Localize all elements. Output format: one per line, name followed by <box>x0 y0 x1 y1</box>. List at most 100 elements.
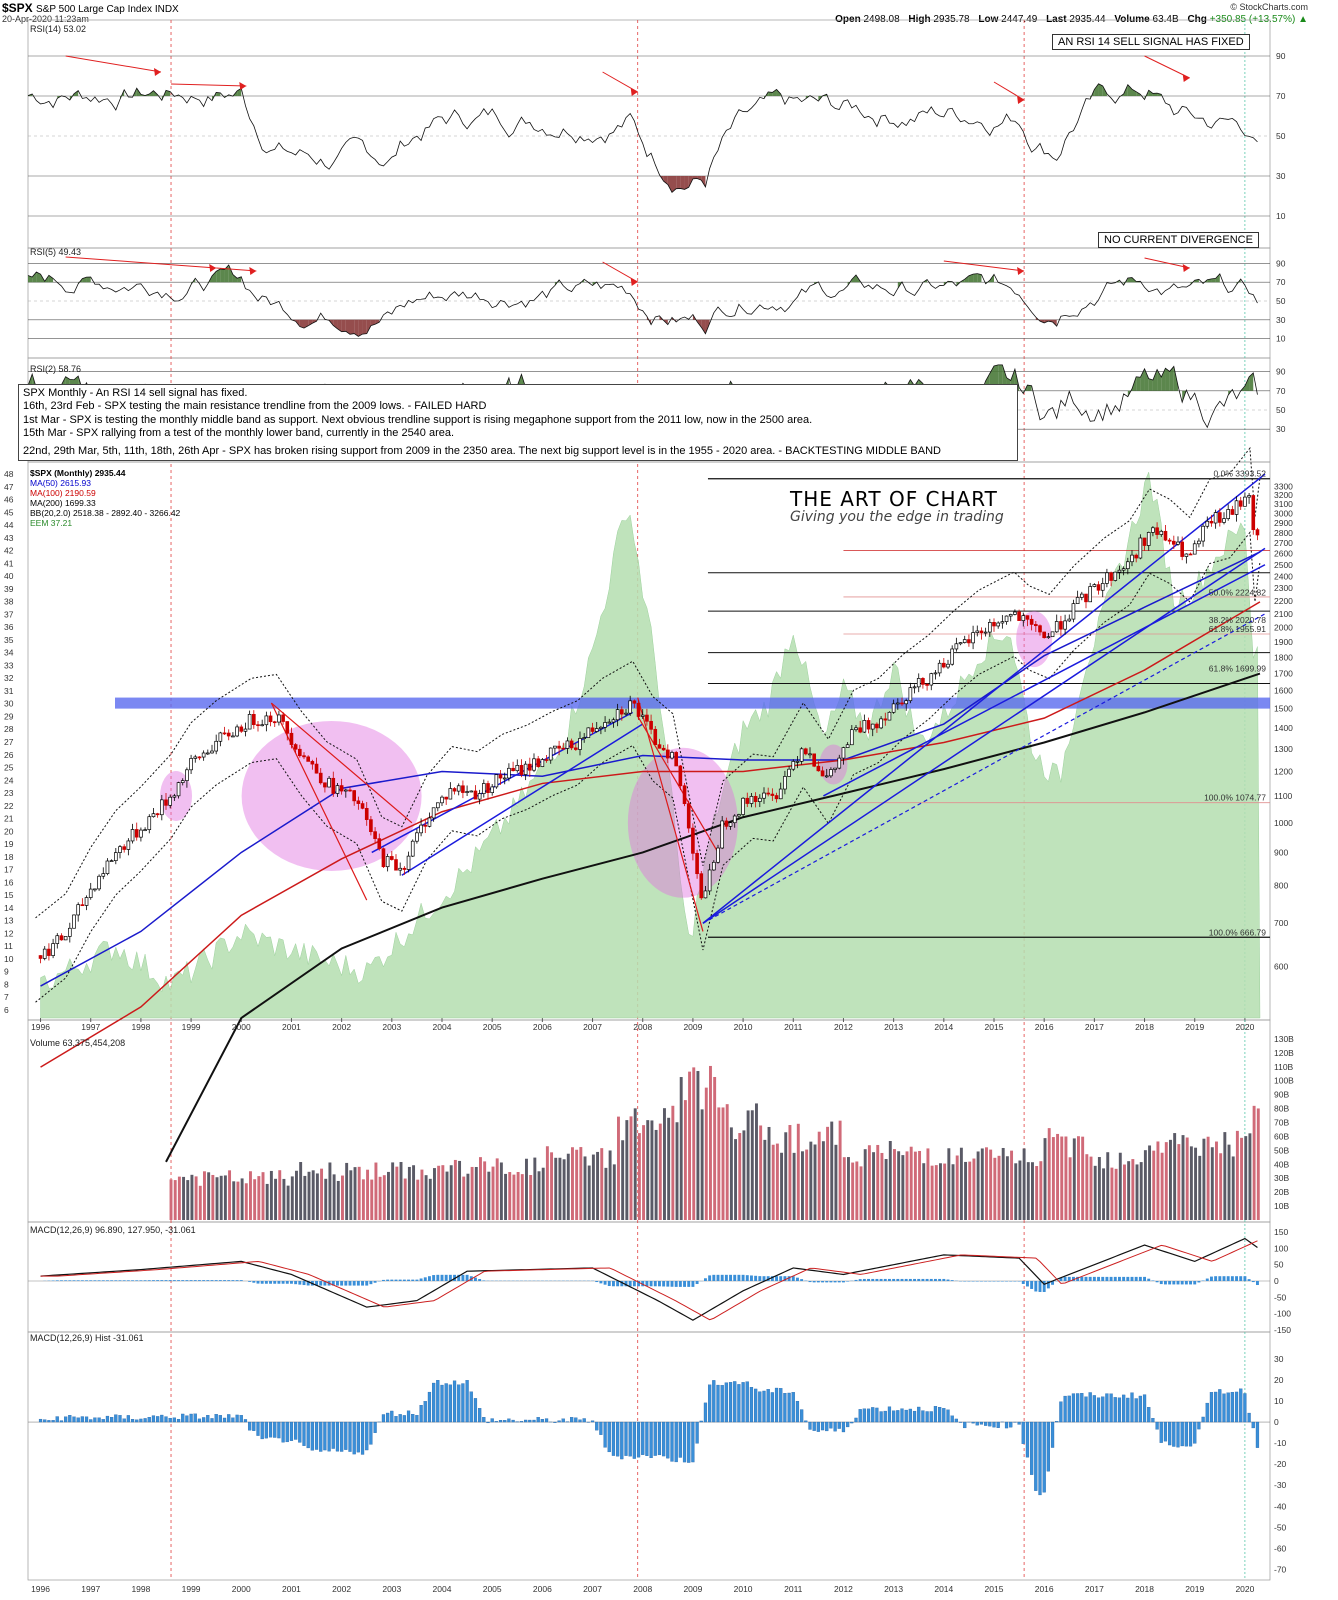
volume-bar <box>286 1185 290 1220</box>
x-tick-label: 2013 <box>884 1022 903 1032</box>
macd-hist-bar <box>1138 1395 1142 1423</box>
macd-hist-bar <box>862 1408 866 1423</box>
price-candle <box>373 831 377 839</box>
price-candle <box>76 904 80 916</box>
note-line: SPX Monthly - An RSI 14 sell signal has … <box>23 387 248 399</box>
macd-panel-hist-bar <box>624 1281 628 1287</box>
price-candle <box>946 663 950 668</box>
macd-panel-hist-bar <box>683 1281 687 1287</box>
volume-bar <box>663 1108 666 1220</box>
macd-hist-bar <box>779 1388 783 1423</box>
macd-panel-hist-bar <box>733 1274 737 1281</box>
rsi14-level-label: 90 <box>1276 51 1286 61</box>
volume-bar <box>884 1159 888 1220</box>
macd-hist-bar <box>260 1421 264 1440</box>
macd-hist-bar <box>544 1418 549 1423</box>
macd-panel-hist-bar <box>687 1281 691 1287</box>
macd-hist-bar <box>365 1421 369 1451</box>
x-tick-label: 2012 <box>834 1022 853 1032</box>
macd-hist-bar <box>1126 1397 1130 1423</box>
volume-bar <box>190 1174 194 1220</box>
macd-panel-hist-bar <box>645 1281 649 1287</box>
price-candle <box>502 777 507 780</box>
panel-frame-1 <box>27 247 1271 359</box>
macd-panel-hist-bar <box>913 1278 917 1281</box>
volume-bar <box>1240 1137 1244 1220</box>
volume-bar <box>679 1077 683 1220</box>
volume-bar <box>499 1162 503 1220</box>
macd-panel-hist-bar <box>118 1280 122 1281</box>
fib-label: 100.0% 666.79 <box>1209 927 1266 937</box>
macd-hist-bar <box>252 1421 256 1431</box>
rsi5-overbought-fill <box>1127 277 1132 283</box>
macd-hist-bar <box>168 1417 172 1423</box>
eem-tick-label: 23 <box>4 788 14 798</box>
macd-panel-hist-bar <box>461 1274 465 1281</box>
rsi5-overbought-fill <box>212 271 217 283</box>
rsi5-overbought-fill <box>1215 273 1220 283</box>
price-candle <box>983 631 988 634</box>
rsi2-level-label: 90 <box>1276 367 1286 377</box>
macd-hist-bar <box>84 1416 89 1423</box>
price-tick-label: 2800 <box>1274 528 1293 538</box>
macd-hist-bar <box>1251 1421 1255 1429</box>
price-candle <box>774 795 779 800</box>
price-candle <box>766 792 770 795</box>
macd-hist-bar <box>1234 1391 1239 1423</box>
macd-panel-hist-bar <box>917 1278 921 1281</box>
price-candle <box>1042 631 1046 639</box>
macd-panel-hist-bar <box>411 1279 415 1281</box>
macd-hist-bar <box>302 1421 306 1446</box>
price-candle <box>364 807 369 820</box>
macd-panel-hist-bar <box>666 1281 670 1287</box>
macd-panel-hist-bar <box>181 1280 185 1281</box>
price-candle <box>1184 553 1189 557</box>
price-candle <box>548 747 553 761</box>
macd-hist-bar <box>950 1415 954 1423</box>
price-candle <box>1117 569 1122 573</box>
price-candle <box>511 767 515 772</box>
macd-hist-bar <box>360 1421 365 1455</box>
volume-bar <box>336 1180 340 1220</box>
rsi2-overbought-fill <box>1027 385 1032 391</box>
macd-panel-hist-bar <box>126 1280 130 1281</box>
price-candle <box>139 829 143 838</box>
volume-bar <box>897 1151 901 1220</box>
macd-panel-hist-bar <box>783 1276 787 1281</box>
macd-panel-hist-bar <box>837 1281 841 1283</box>
macd-panel-hist-bar <box>1063 1276 1067 1281</box>
price-candle <box>268 715 273 723</box>
volume-bar <box>1123 1164 1126 1220</box>
macd-panel-hist-bar <box>754 1275 758 1281</box>
price-candle <box>1105 572 1109 584</box>
macd-hist-bar <box>946 1409 950 1423</box>
macd-hist-bar <box>900 1408 904 1423</box>
price-candle <box>699 873 704 899</box>
price-candle <box>1172 540 1176 545</box>
price-candle <box>1130 554 1134 563</box>
rsi14-overbought-fill <box>216 92 221 96</box>
macd-panel-hist-bar <box>1226 1276 1230 1281</box>
macd-panel-hist-bar <box>1092 1276 1096 1281</box>
volume-bar <box>1143 1150 1147 1220</box>
macd-panel-hist-bar <box>294 1281 298 1285</box>
macd-panel-hist-bar <box>712 1274 716 1281</box>
volume-bar <box>650 1120 654 1220</box>
price-candle <box>151 813 156 818</box>
volume-bar <box>533 1157 537 1220</box>
macd-panel-hist-bar <box>938 1278 942 1281</box>
price-candle <box>431 807 436 819</box>
price-candle <box>1088 586 1092 603</box>
volume-bar <box>813 1144 817 1220</box>
price-candle <box>519 765 524 775</box>
pink-ellipse <box>627 747 738 898</box>
price-candle <box>1017 611 1021 621</box>
volume-tick-label: 120B <box>1274 1048 1294 1058</box>
x-tick-label: 2018 <box>1135 1584 1154 1594</box>
macd-panel-hist-bar <box>373 1281 377 1283</box>
macd-panel-hist-bar <box>616 1281 620 1287</box>
macd-panel-hist-bar <box>766 1276 770 1281</box>
volume-bar <box>240 1178 244 1220</box>
price-candle <box>678 765 683 787</box>
macd-panel-hist-bar <box>1163 1281 1167 1285</box>
